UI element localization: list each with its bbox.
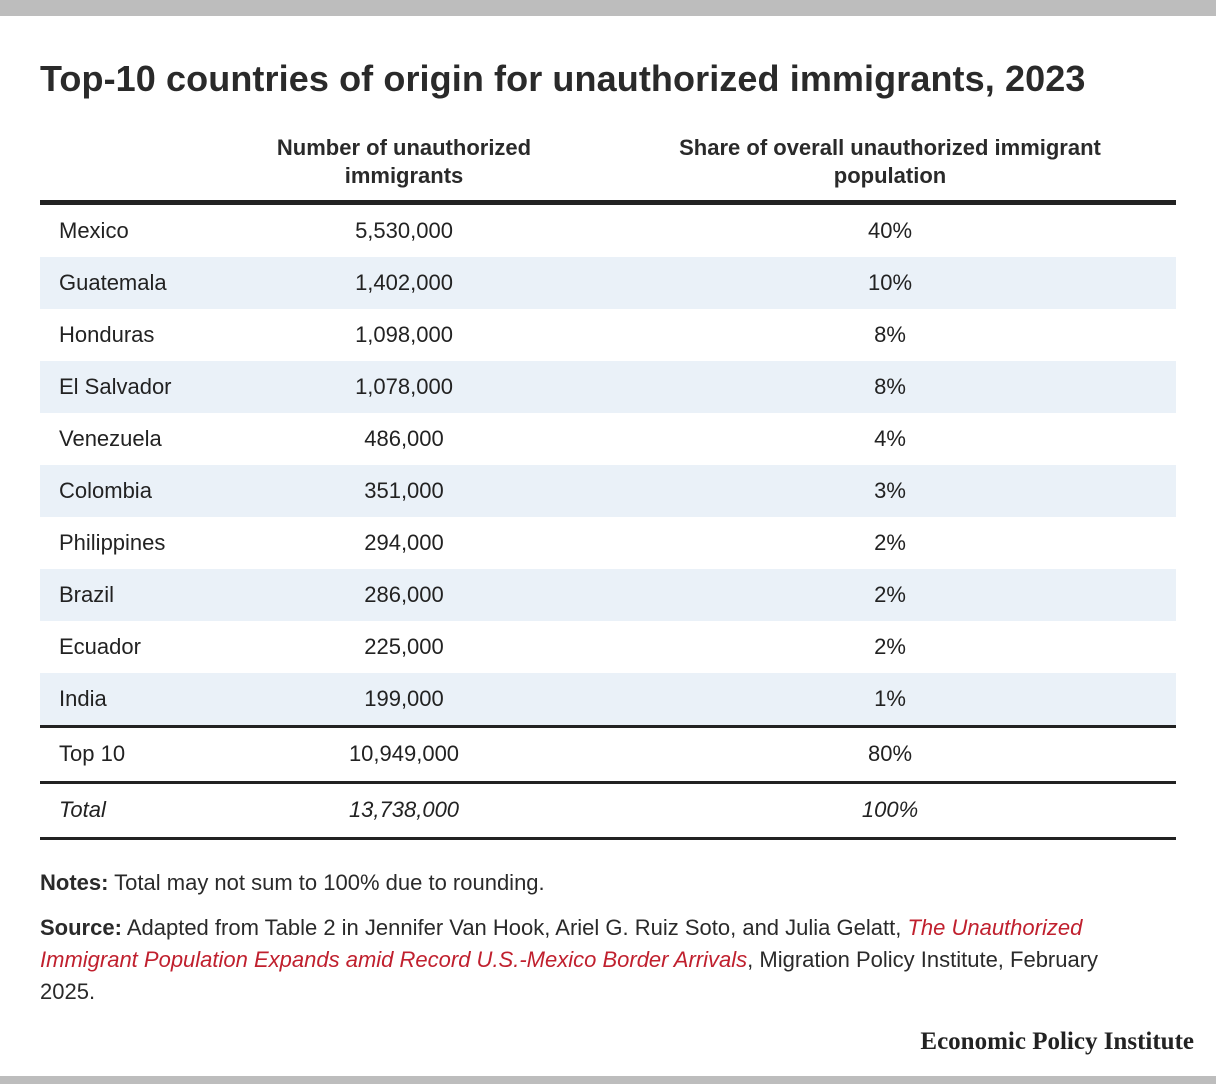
table-row: Colombia 351,000 3% <box>40 465 1176 517</box>
bottom-frame-bar <box>0 1076 1216 1084</box>
header-share: Share of overall unauthorized immigrant … <box>630 134 1150 190</box>
country-cell: India <box>59 686 107 711</box>
total-label: Total <box>59 797 106 822</box>
country-cell: Venezuela <box>59 426 162 451</box>
source-text-after: , Migration Policy Institute, February 2… <box>40 947 1099 1004</box>
total-share: 100% <box>861 797 919 822</box>
share-cell: 8% <box>874 322 906 347</box>
table-row: Ecuador 225,000 2% <box>40 621 1176 673</box>
share-cell: 2% <box>874 530 906 555</box>
table-row: Mexico 5,530,000 40% <box>40 205 1176 257</box>
header-number-line1: Number of unauthorized <box>276 135 532 160</box>
number-cell: 1,078,000 <box>355 374 453 399</box>
table-row: El Salvador 1,078,000 8% <box>40 361 1176 413</box>
share-cell: 1% <box>874 686 906 711</box>
share-cell: 2% <box>874 634 906 659</box>
country-cell: Mexico <box>59 218 129 243</box>
header-number-line2: immigrants <box>344 163 464 188</box>
number-cell: 486,000 <box>364 426 444 451</box>
country-cell: Colombia <box>59 478 152 503</box>
notes-label: Notes: <box>40 870 109 895</box>
chart-title: Top-10 countries of origin for unauthori… <box>40 58 1086 99</box>
table-row: Venezuela 486,000 4% <box>40 413 1176 465</box>
header-share-line1: Share of overall unauthorized immigrant <box>679 135 1101 160</box>
share-cell: 8% <box>874 374 906 399</box>
summary-label: Top 10 <box>59 741 126 766</box>
country-cell: Guatemala <box>59 270 167 295</box>
summary-row: Top 10 10,949,000 80% <box>40 728 1176 781</box>
source: Source: Adapted from Table 2 in Jennifer… <box>40 912 1140 1008</box>
share-cell: 3% <box>874 478 906 503</box>
source-link[interactable]: The Unauthorized Immigrant Population Ex… <box>40 915 1083 972</box>
country-cell: El Salvador <box>59 374 172 399</box>
share-cell: 2% <box>874 582 906 607</box>
table-row: India 199,000 1% <box>40 673 1176 725</box>
source-text-before: Adapted from Table 2 in Jennifer Van Hoo… <box>121 915 908 940</box>
brand-logo-text: Economic Policy Institute <box>920 1028 1194 1055</box>
table-row: Brazil 286,000 2% <box>40 569 1176 621</box>
country-cell: Honduras <box>59 322 155 347</box>
share-cell: 10% <box>867 270 913 295</box>
total-rule <box>40 837 1176 840</box>
number-cell: 1,098,000 <box>355 322 453 347</box>
country-cell: Brazil <box>59 582 115 607</box>
number-cell: 294,000 <box>364 530 444 555</box>
number-cell: 225,000 <box>364 634 444 659</box>
number-cell: 1,402,000 <box>355 270 453 295</box>
country-cell: Philippines <box>59 530 166 555</box>
header-number: Number of unauthorized immigrants <box>240 134 568 190</box>
header-share-line2: population <box>833 163 947 188</box>
number-cell: 5,530,000 <box>355 218 453 243</box>
notes: Notes: Total may not sum to 100% due to … <box>40 868 1180 898</box>
top-frame-bar <box>0 0 1216 16</box>
country-cell: Ecuador <box>59 634 141 659</box>
share-cell: 40% <box>867 218 913 243</box>
summary-rule <box>40 781 1176 784</box>
summary-share: 80% <box>867 741 913 766</box>
number-cell: 286,000 <box>364 582 444 607</box>
table-body: Mexico 5,530,000 40% Guatemala 1,402,000 10% H… <box>40 205 1176 725</box>
header-rule <box>40 200 1176 205</box>
data-table: Number of unauthorized immigrants Share … <box>40 132 1176 840</box>
table-header: Number of unauthorized immigrants Share … <box>40 132 1176 200</box>
body-rule <box>40 725 1176 728</box>
table-row: Philippines 294,000 2% <box>40 517 1176 569</box>
source-label: Source: <box>40 915 122 940</box>
total-row: Total 13,738,000 100% <box>40 784 1176 837</box>
summary-number: 10,949,000 <box>348 741 460 766</box>
total-number: 13,738,000 <box>348 797 460 822</box>
number-cell: 199,000 <box>364 686 444 711</box>
table-row: Honduras 1,098,000 8% <box>40 309 1176 361</box>
notes-text: Total may not sum to 100% due to roundin… <box>108 870 545 895</box>
share-cell: 4% <box>874 426 906 451</box>
table-row: Guatemala 1,402,000 10% <box>40 257 1176 309</box>
number-cell: 351,000 <box>364 478 444 503</box>
